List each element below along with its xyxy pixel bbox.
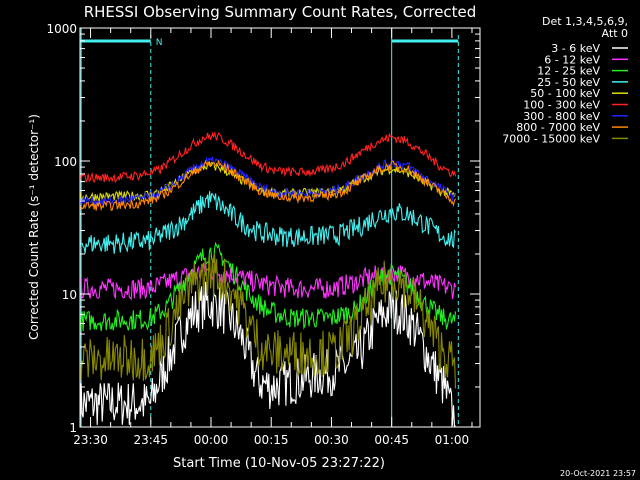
chart-title: RHESSI Observing Summary Count Rates, Co… [84,3,477,21]
series-line-2 [79,241,457,332]
legend-label-5: 100 - 300 keV [523,99,600,112]
series-line-1 [80,262,457,301]
series-layer [79,131,457,427]
legend-label-1: 6 - 12 keV [544,53,600,66]
night-label: N [156,38,163,48]
legend-header-line1: Det 1,3,4,5,6,9, [542,15,628,28]
legend-label-6: 300 - 800 keV [523,110,600,123]
x-axis-label: Start Time (10-Nov-05 23:27:22) [173,456,385,471]
plot-frame [79,27,481,428]
x-tick-label-3: 00:15 [254,433,289,447]
x-tick-label-4: 00:30 [314,433,349,447]
series-line-8 [79,253,457,389]
x-tick-label-6: 01:00 [435,433,470,447]
y-axis-label: Corrected Count Rate (s⁻¹ detector⁻¹) [27,114,41,340]
legend-label-3: 25 - 50 keV [537,76,600,89]
series-line-5 [79,131,457,184]
y-tick-label-1: 10 [62,288,77,302]
x-tick-label-0: 23:30 [73,433,108,447]
legend-label-0: 3 - 6 keV [551,42,600,55]
legend-label-2: 12 - 25 keV [537,65,600,78]
y-tick-label-3: 1000 [46,22,77,36]
x-tick-label-1: 23:45 [133,433,168,447]
x-tick-label-2: 00:00 [194,433,229,447]
legend-label-8: 7000 - 15000 keV [502,132,600,145]
axes: 1 10 100 1000 23:30 23:45 00:00 00:15 00:30 00:45… [46,22,481,447]
legend-label-4: 50 - 100 keV [530,87,600,100]
y-tick-label-0: 1 [69,421,77,435]
footer-date: 20-Oct-2021 23:57 [560,469,636,478]
x-tick-label-5: 00:45 [374,433,409,447]
series-line-3 [79,191,456,254]
night-periods: N [80,28,459,427]
series-line-7 [79,159,456,212]
legend-header-line2: Att 0 [602,27,628,40]
legend-label-7: 800 - 7000 keV [516,121,600,134]
y-tick-label-2: 100 [54,155,77,169]
